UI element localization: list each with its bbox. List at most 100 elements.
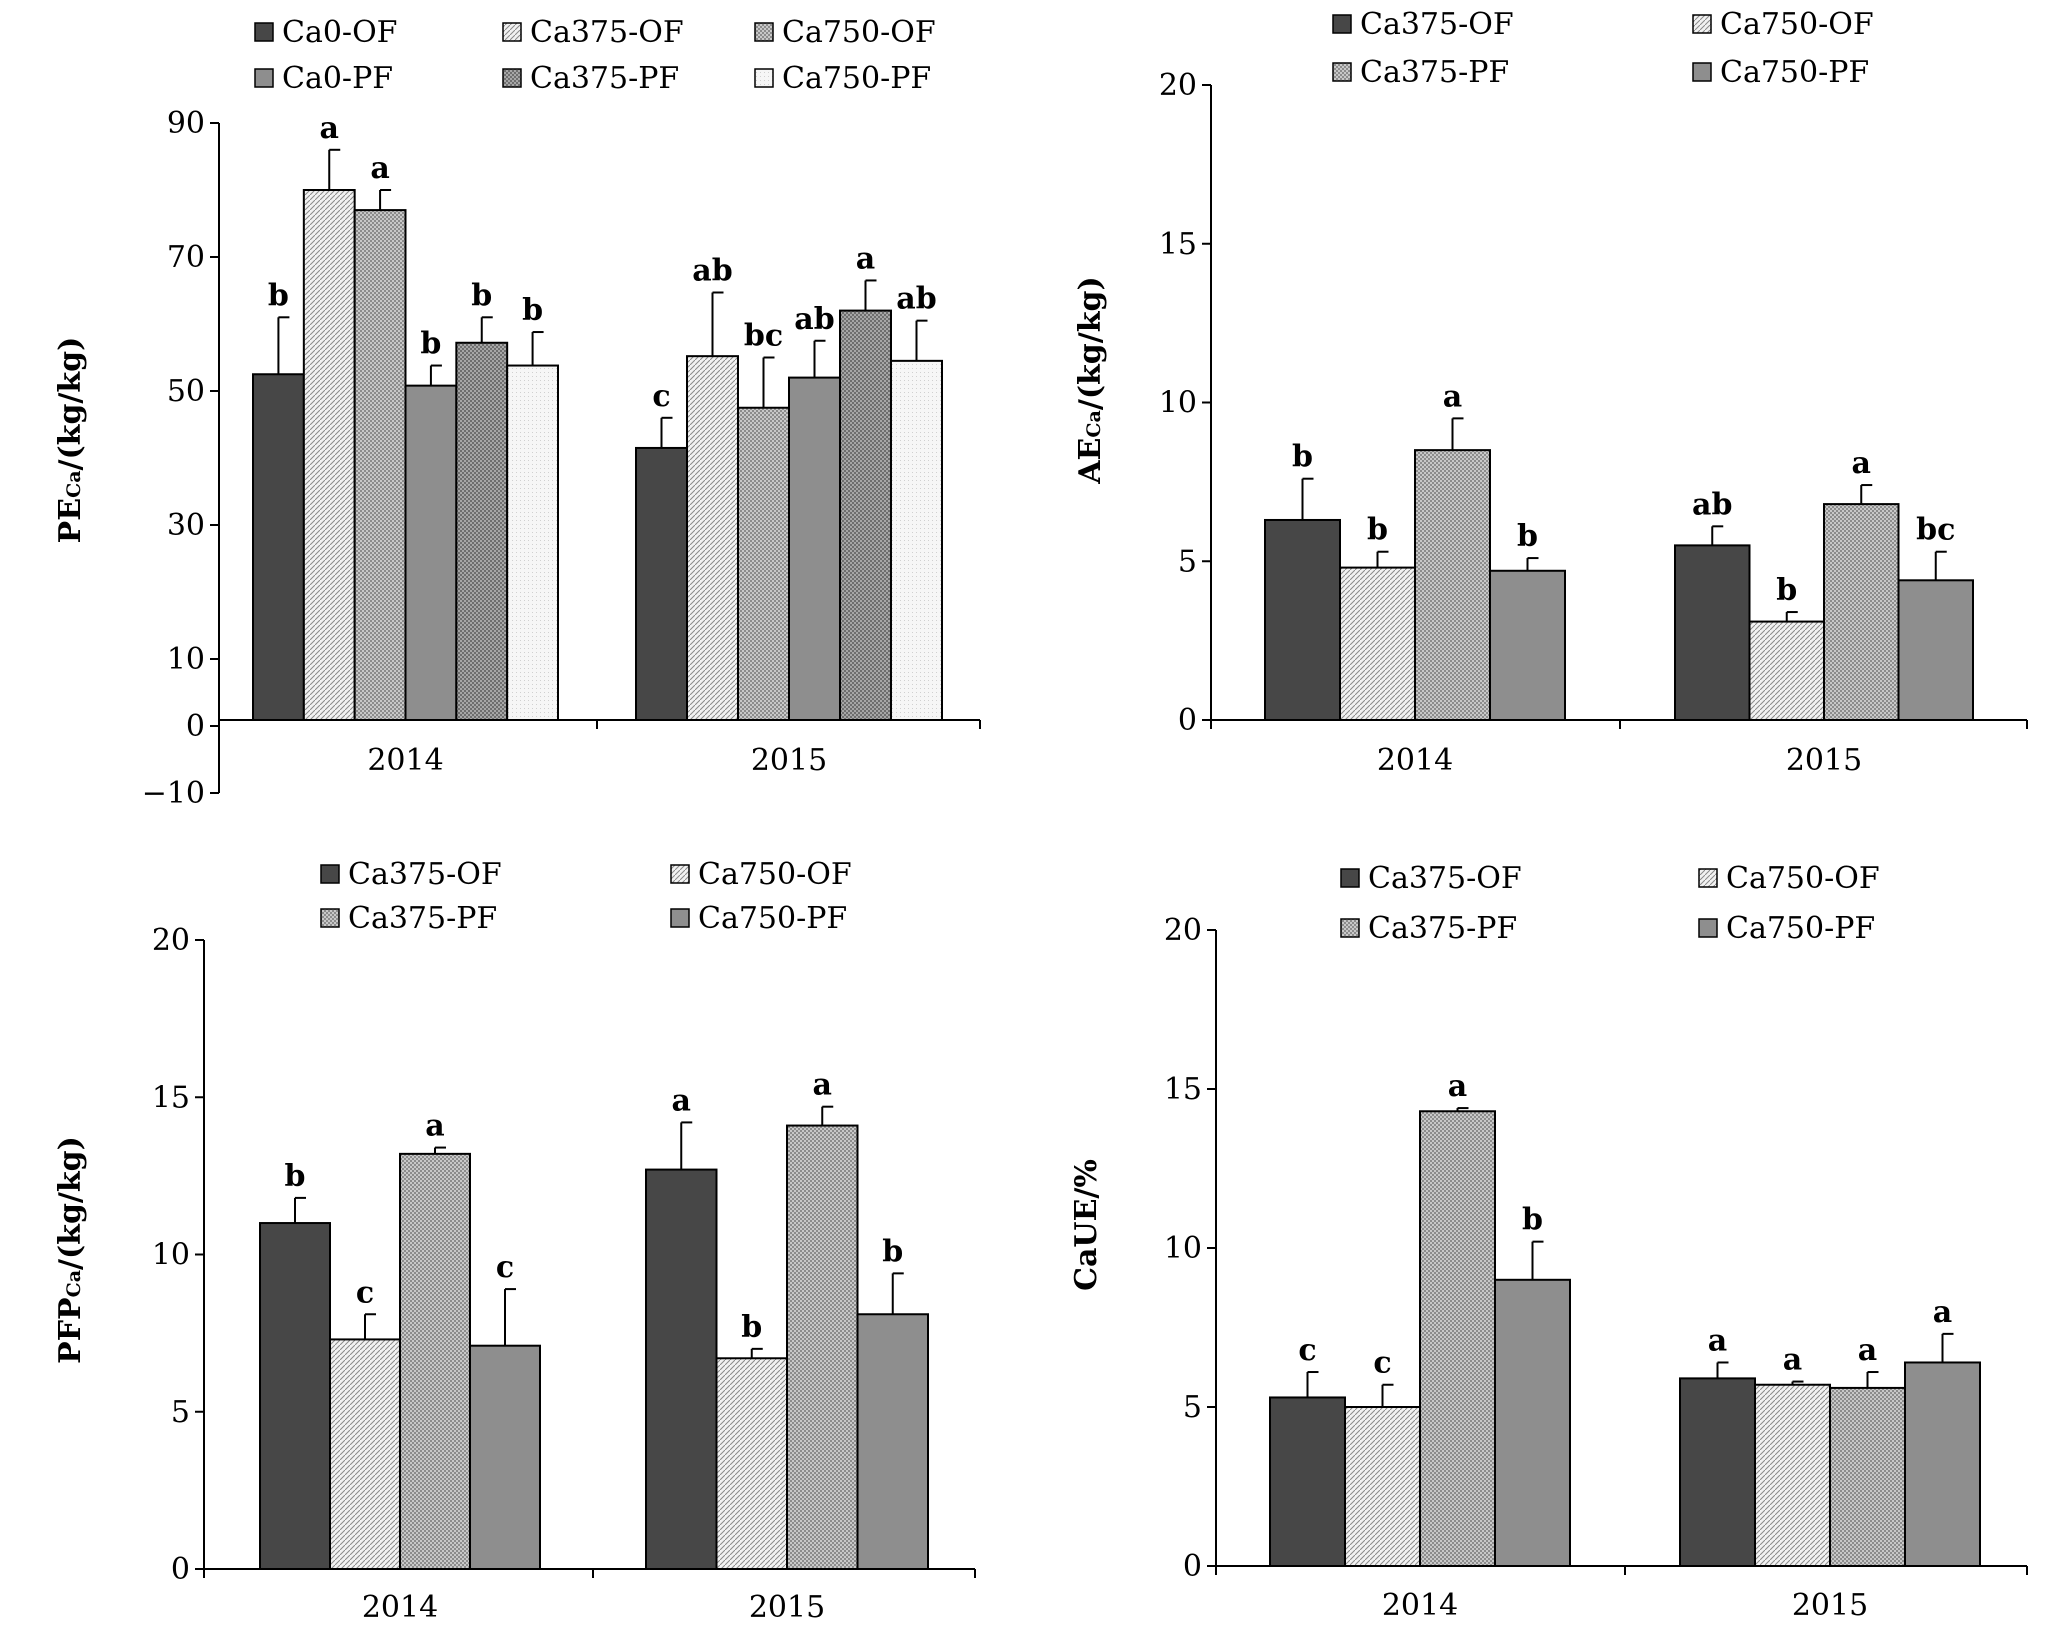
bar bbox=[1494, 1278, 1571, 1568]
legend-label: Ca375-OF bbox=[1360, 7, 1514, 42]
x-category-label: 2014 bbox=[1382, 1588, 1458, 1623]
y-tick-label: 15 bbox=[1159, 227, 1197, 262]
significance-letter: b bbox=[522, 293, 543, 328]
bar bbox=[404, 384, 458, 721]
y-tick-label: 0 bbox=[186, 709, 205, 744]
legend-swatch bbox=[1698, 918, 1718, 938]
y-tick-label: 10 bbox=[1164, 1231, 1202, 1266]
bar bbox=[1414, 449, 1491, 721]
bar bbox=[259, 1222, 331, 1571]
y-tick-label: 5 bbox=[1183, 1390, 1202, 1425]
legend-label: Ca750-OF bbox=[1720, 7, 1874, 42]
bar bbox=[469, 1344, 541, 1570]
x-category-label: 2015 bbox=[751, 743, 827, 778]
y-tick-label: 50 bbox=[167, 374, 205, 409]
bar bbox=[1829, 1386, 1906, 1568]
legend-label: Ca0-PF bbox=[282, 61, 393, 96]
y-tick-label: 0 bbox=[1178, 703, 1197, 738]
x-category-label: 2014 bbox=[1377, 743, 1453, 778]
y-tick-label: 20 bbox=[1159, 68, 1197, 103]
bar bbox=[856, 1313, 929, 1570]
significance-letter: ab bbox=[1692, 487, 1732, 522]
legend-label: Ca750-PF bbox=[698, 901, 847, 936]
legend-swatch bbox=[670, 908, 690, 928]
bar bbox=[353, 209, 407, 721]
legend-swatch bbox=[254, 68, 274, 88]
bar bbox=[1264, 518, 1341, 721]
legend-swatch bbox=[1698, 868, 1718, 888]
bar bbox=[686, 355, 739, 721]
y-axis-label: PFPCa/(kg/kg) bbox=[53, 1136, 88, 1364]
legend-swatch bbox=[254, 22, 274, 42]
bar bbox=[786, 1124, 859, 1571]
y-axis-label: PECa/(kg/kg) bbox=[53, 337, 88, 544]
bar bbox=[1754, 1383, 1831, 1567]
x-category-label: 2015 bbox=[1786, 743, 1862, 778]
bar bbox=[506, 364, 559, 721]
bar bbox=[1748, 620, 1825, 722]
bar bbox=[1679, 1377, 1756, 1567]
y-axis-label: AECa/(kg/kg) bbox=[1073, 276, 1108, 484]
legend-swatch bbox=[1332, 14, 1352, 34]
x-category-label: 2015 bbox=[749, 1590, 825, 1625]
significance-letter: b bbox=[268, 278, 289, 313]
significance-letter: bc bbox=[1916, 513, 1955, 548]
bar bbox=[1904, 1361, 1981, 1567]
caue-chart: 0 5 10 15 20 CaUE/% 2014 c c a b 2015 a a a a Ca375-OF Ca… bbox=[1069, 861, 2028, 1623]
significance-letter: a bbox=[813, 1068, 832, 1103]
significance-letter: b bbox=[882, 1234, 903, 1269]
significance-letter: b bbox=[1367, 513, 1388, 548]
y-tick-label: 5 bbox=[171, 1395, 190, 1430]
bar bbox=[1489, 569, 1566, 722]
bar bbox=[1419, 1110, 1496, 1567]
significance-letter: ab bbox=[692, 254, 732, 289]
legend-label: Ca750-PF bbox=[1726, 911, 1875, 946]
legend-swatch bbox=[320, 864, 340, 884]
bar bbox=[788, 376, 841, 721]
significance-letter: a bbox=[320, 111, 339, 146]
significance-letter: b bbox=[285, 1159, 306, 1194]
bar bbox=[252, 373, 305, 721]
significance-letter: c bbox=[652, 379, 670, 414]
y-tick-label: 15 bbox=[1164, 1072, 1202, 1107]
significance-letter: b bbox=[1517, 519, 1538, 554]
y-tick-label: 10 bbox=[1159, 386, 1197, 421]
significance-letter: a bbox=[1933, 1295, 1952, 1330]
legend-swatch bbox=[1340, 868, 1360, 888]
legend-label: Ca375-PF bbox=[348, 901, 497, 936]
bar bbox=[715, 1357, 788, 1571]
significance-letter: b bbox=[1522, 1203, 1543, 1238]
significance-letter: c bbox=[1373, 1346, 1391, 1381]
significance-letter: a bbox=[1443, 379, 1462, 414]
legend-label: Ca375-OF bbox=[348, 857, 502, 892]
bar bbox=[1823, 503, 1900, 721]
bar bbox=[645, 1168, 718, 1570]
y-tick-label: 5 bbox=[1178, 544, 1197, 579]
legend-swatch bbox=[320, 908, 340, 928]
y-tick-label: 10 bbox=[152, 1238, 190, 1273]
bar bbox=[1269, 1396, 1346, 1567]
legend-swatch bbox=[1692, 14, 1712, 34]
legend-swatch bbox=[754, 68, 774, 88]
legend-swatch bbox=[502, 68, 522, 88]
significance-letter: ab bbox=[896, 282, 936, 317]
significance-letter: c bbox=[496, 1250, 514, 1285]
significance-letter: a bbox=[1708, 1323, 1727, 1358]
y-tick-label: 90 bbox=[167, 106, 205, 141]
significance-letter: b bbox=[1292, 440, 1313, 475]
legend-swatch bbox=[1340, 918, 1360, 938]
y-tick-label: 0 bbox=[1183, 1549, 1202, 1584]
significance-letter: a bbox=[425, 1109, 444, 1144]
y-tick-label: 30 bbox=[167, 508, 205, 543]
bar bbox=[1344, 1406, 1421, 1567]
y-tick-label: 15 bbox=[152, 1080, 190, 1115]
significance-letter: b bbox=[420, 327, 441, 362]
legend-label: Ca750-PF bbox=[782, 61, 931, 96]
significance-letter: ab bbox=[794, 302, 834, 337]
significance-letter: a bbox=[1858, 1333, 1877, 1368]
significance-letter: c bbox=[356, 1275, 374, 1310]
x-category-label: 2014 bbox=[362, 1590, 438, 1625]
legend-swatch bbox=[754, 22, 774, 42]
legend-swatch bbox=[502, 22, 522, 42]
